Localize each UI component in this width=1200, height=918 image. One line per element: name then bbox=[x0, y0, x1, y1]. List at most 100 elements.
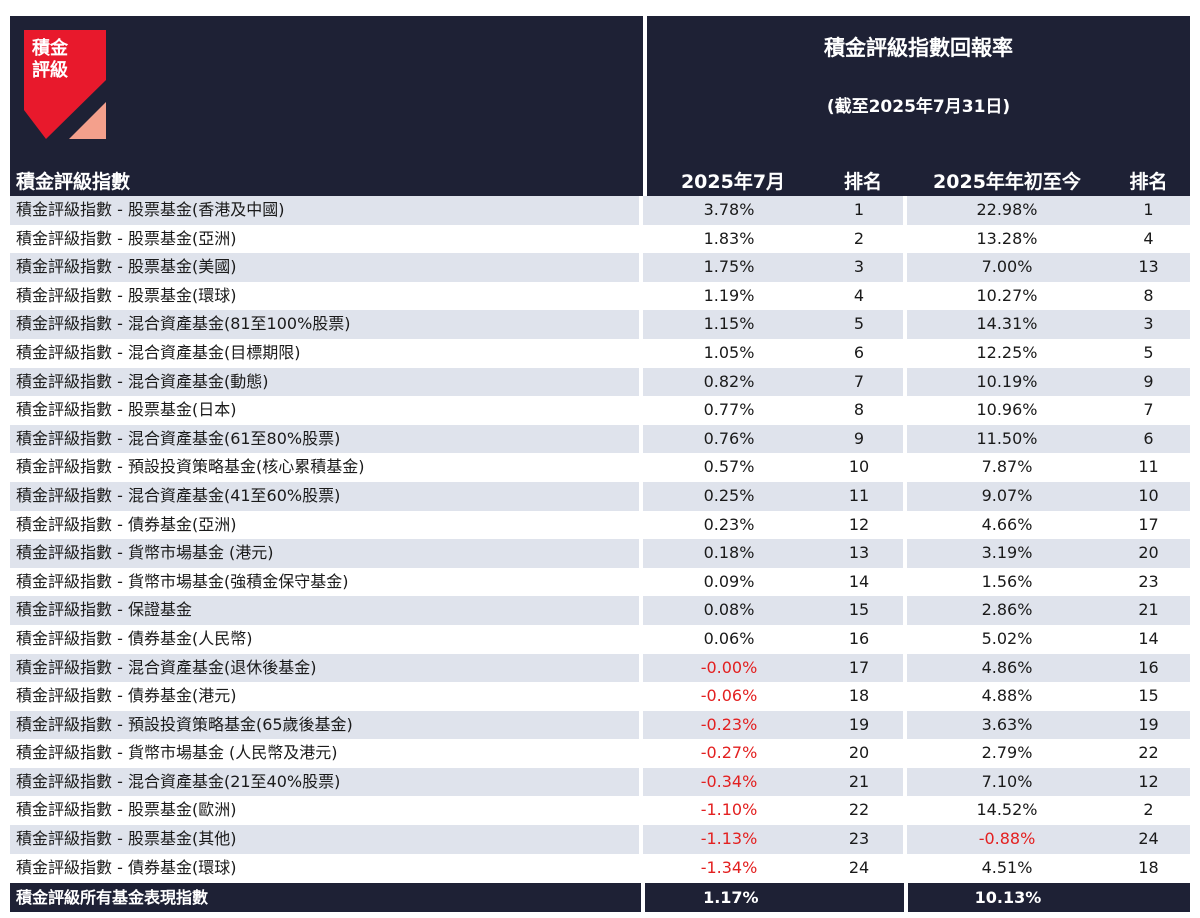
table-row: 積金評級指數 - 股票基金(美國) 1.75% 3 7.00% 13 bbox=[10, 253, 1190, 282]
row-jul: 0.06% bbox=[703, 628, 755, 648]
row-ytd: 2.86% bbox=[981, 600, 1033, 620]
row-ytd-rank: 5 bbox=[1143, 342, 1154, 362]
returns-title: 積金評級指數回報率 bbox=[824, 36, 1013, 60]
row-jul: 0.23% bbox=[703, 514, 755, 534]
table-row: 積金評級指數 - 債券基金(港元) -0.06% 18 4.88% 15 bbox=[10, 682, 1190, 711]
row-jul-rank: 24 bbox=[848, 857, 870, 877]
table-row: 積金評級指數 - 債券基金(環球) -1.34% 24 4.51% 18 bbox=[10, 853, 1190, 883]
total-ytd: 10.13% bbox=[974, 888, 1042, 908]
row-ytd-rank: 17 bbox=[1138, 514, 1159, 534]
row-jul: 1.75% bbox=[703, 257, 755, 277]
row-ytd-rank: 6 bbox=[1143, 428, 1154, 448]
row-name: 積金評級指數 - 貨幣市場基金 (人民幣及港元) bbox=[16, 743, 338, 763]
column-headers: 2025年7月 排名 2025年年初至今 排名 bbox=[647, 167, 1190, 194]
row-ytd: 2.79% bbox=[981, 743, 1033, 763]
row-ytd: 14.31% bbox=[976, 314, 1038, 334]
row-jul: 0.77% bbox=[703, 400, 755, 420]
row-jul: -1.13% bbox=[700, 829, 758, 849]
row-ytd-rank: 7 bbox=[1143, 400, 1154, 420]
row-name: 積金評級指數 - 保證基金 bbox=[10, 596, 640, 625]
row-ytd: 3.63% bbox=[981, 714, 1033, 734]
row-ytd-rank: 20 bbox=[1138, 543, 1159, 563]
row-name: 積金評級指數 - 股票基金(歐洲) bbox=[16, 800, 237, 820]
row-jul: 0.25% bbox=[703, 485, 755, 505]
row-jul: -0.06% bbox=[700, 686, 758, 706]
row-ytd-rank: 10 bbox=[1138, 485, 1159, 505]
table-row: 積金評級指數 - 股票基金(日本) 0.77% 8 10.96% 7 bbox=[10, 396, 1190, 425]
row-jul-rank: 23 bbox=[848, 829, 870, 849]
row-ytd-rank: 22 bbox=[1138, 743, 1159, 763]
table-row: 積金評級指數 - 股票基金(香港及中國) 3.78% 1 22.98% 1 bbox=[10, 196, 1190, 225]
row-name: 積金評級指數 - 混合資產基金(21至40%股票) bbox=[10, 767, 640, 797]
row-ytd: 4.51% bbox=[981, 857, 1033, 877]
row-name: 積金評級指數 - 股票基金(環球) bbox=[16, 285, 237, 305]
row-name: 積金評級指數 - 債券基金(亞洲) bbox=[16, 514, 237, 534]
row-ytd-rank: 13 bbox=[1138, 257, 1159, 277]
row-jul-rank: 16 bbox=[848, 628, 870, 648]
table-row: 積金評級指數 - 混合資產基金(61至80%股票) 0.76% 9 11.50% 6 bbox=[10, 424, 1190, 454]
row-jul-rank: 1 bbox=[853, 200, 865, 219]
table-row: 積金評級指數 - 股票基金(亞洲) 1.83% 2 13.28% 4 bbox=[10, 224, 1190, 254]
logo-text: 積金 評級 bbox=[32, 38, 68, 82]
logo-line1: 積金 bbox=[32, 38, 68, 59]
table-row: 積金評級指數 - 混合資產基金(81至100%股票) 1.15% 5 14.31% 3 bbox=[10, 310, 1190, 339]
row-jul-rank: 13 bbox=[848, 543, 870, 563]
row-ytd-rank: 15 bbox=[1138, 686, 1159, 706]
row-jul-rank: 17 bbox=[848, 657, 870, 677]
row-jul: 0.57% bbox=[703, 457, 755, 477]
table-row: 積金評級指數 - 債券基金(人民幣) 0.06% 16 5.02% 14 bbox=[10, 624, 1190, 654]
row-jul: 1.83% bbox=[703, 228, 755, 248]
row-ytd-rank: 14 bbox=[1138, 628, 1159, 648]
table-row: 積金評級指數 - 股票基金(環球) 1.19% 4 10.27% 8 bbox=[10, 281, 1190, 311]
row-jul-rank: 19 bbox=[848, 714, 870, 734]
row-ytd-rank: 12 bbox=[1138, 771, 1159, 791]
total-row: 積金評級所有基金表現指數 1.17% 10.13% bbox=[10, 883, 1190, 913]
row-name: 積金評級指數 - 債券基金(環球) bbox=[16, 857, 237, 877]
row-jul-rank: 2 bbox=[853, 228, 865, 248]
row-ytd-rank: 4 bbox=[1143, 228, 1154, 248]
row-jul: 0.18% bbox=[703, 543, 755, 563]
row-jul: -0.27% bbox=[700, 743, 758, 763]
row-name: 積金評級指數 - 混合資產基金(81至100%股票) bbox=[10, 310, 640, 339]
row-ytd: 12.25% bbox=[976, 342, 1038, 362]
as-of-date: (截至2025年7月31日) bbox=[826, 97, 1011, 117]
row-ytd-rank: 23 bbox=[1138, 571, 1159, 591]
table-row: 積金評級指數 - 貨幣市場基金 (人民幣及港元) -0.27% 20 2.79% 22 bbox=[10, 739, 1190, 768]
row-ytd-rank: 3 bbox=[1143, 314, 1154, 334]
table-row: 積金評級指數 - 混合資產基金(21至40%股票) -0.34% 21 7.10% 12 bbox=[10, 767, 1190, 797]
row-jul: 3.78% bbox=[703, 200, 755, 219]
row-ytd: 7.87% bbox=[981, 457, 1033, 477]
row-ytd-rank: 21 bbox=[1138, 600, 1159, 620]
row-ytd: -0.88% bbox=[978, 829, 1036, 849]
row-name: 積金評級指數 - 債券基金(人民幣) bbox=[16, 628, 253, 648]
row-ytd-rank: 8 bbox=[1143, 285, 1154, 305]
table-row: 積金評級指數 - 混合資產基金(41至60%股票) 0.25% 11 9.07% 10 bbox=[10, 481, 1190, 511]
row-ytd: 10.96% bbox=[976, 400, 1038, 420]
row-jul-rank: 20 bbox=[848, 743, 870, 763]
table-header: 積金 評級 積金評級指數 積金評級指數回報率 (截至2025年7月31日) 20… bbox=[10, 16, 1190, 196]
table-row: 積金評級指數 - 股票基金(歐洲) -1.10% 22 14.52% 2 bbox=[10, 796, 1190, 826]
row-jul: -0.34% bbox=[700, 771, 758, 791]
row-name: 積金評級指數 - 混合資產基金(41至60%股票) bbox=[10, 481, 640, 511]
row-jul: -0.23% bbox=[700, 714, 758, 734]
row-name: 積金評級指數 - 預設投資策略基金(核心累積基金) bbox=[16, 457, 365, 477]
row-ytd: 3.19% bbox=[981, 543, 1033, 563]
row-ytd: 10.19% bbox=[976, 371, 1038, 391]
row-ytd-rank: 19 bbox=[1138, 714, 1159, 734]
index-column-title: 積金評級指數 bbox=[16, 171, 131, 193]
row-ytd: 4.88% bbox=[981, 686, 1033, 706]
row-ytd-rank: 16 bbox=[1138, 657, 1159, 677]
row-name: 積金評級指數 - 債券基金(港元) bbox=[16, 686, 237, 706]
header-left: 積金 評級 積金評級指數 bbox=[10, 16, 643, 196]
row-ytd-rank: 18 bbox=[1138, 857, 1159, 877]
row-name: 積金評級指數 - 預設投資策略基金(65歲後基金) bbox=[10, 710, 640, 740]
row-jul-rank: 9 bbox=[853, 428, 865, 448]
row-jul-rank: 12 bbox=[848, 514, 870, 534]
table-body: 積金評級指數 - 股票基金(香港及中國) 3.78% 1 22.98% 1 積金評級指數 … bbox=[10, 196, 1190, 883]
row-jul-rank: 14 bbox=[848, 571, 870, 591]
row-ytd: 4.66% bbox=[981, 514, 1033, 534]
logo-line2: 評級 bbox=[32, 60, 68, 81]
col-jul: 2025年7月 bbox=[680, 171, 786, 193]
table-row: 積金評級指數 - 預設投資策略基金(核心累積基金) 0.57% 10 7.87% 11 bbox=[10, 453, 1190, 482]
row-jul-rank: 5 bbox=[853, 314, 865, 334]
